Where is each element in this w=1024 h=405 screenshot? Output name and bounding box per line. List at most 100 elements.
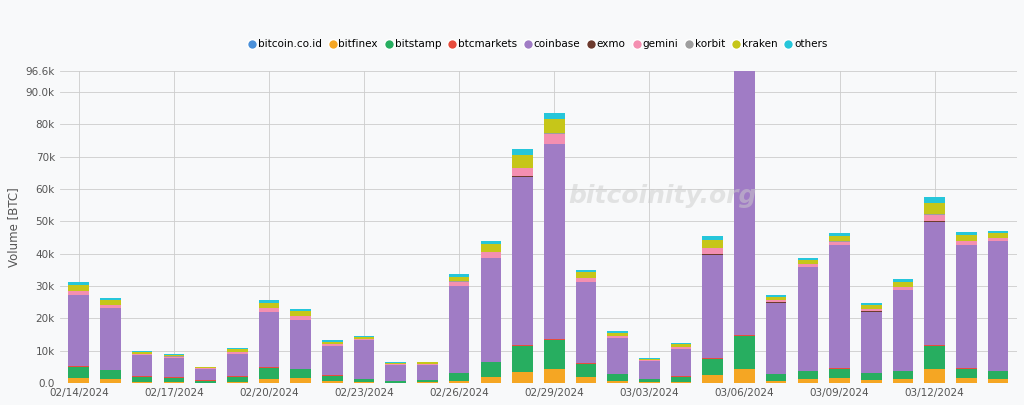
Bar xyxy=(544,369,564,383)
Bar xyxy=(480,252,501,258)
Bar xyxy=(766,300,786,303)
Bar xyxy=(575,278,596,282)
Bar xyxy=(702,358,723,359)
Bar xyxy=(417,382,437,383)
Bar xyxy=(164,382,184,383)
Bar xyxy=(291,311,311,316)
Bar xyxy=(69,282,89,285)
Bar xyxy=(829,245,850,368)
Bar xyxy=(100,308,121,370)
Bar xyxy=(575,364,596,377)
Bar xyxy=(734,60,755,335)
Bar xyxy=(575,377,596,383)
Bar xyxy=(353,339,375,340)
Bar xyxy=(164,378,184,382)
Bar xyxy=(132,356,153,377)
Bar xyxy=(798,379,818,383)
Bar xyxy=(164,356,184,358)
Bar xyxy=(449,274,469,277)
Bar xyxy=(544,133,564,134)
Bar xyxy=(798,258,818,260)
Bar xyxy=(512,168,532,176)
Bar xyxy=(322,381,343,383)
Bar xyxy=(69,378,89,383)
Bar xyxy=(734,37,755,50)
Bar xyxy=(925,369,945,383)
Bar xyxy=(227,352,248,354)
Bar xyxy=(671,343,691,344)
Bar xyxy=(956,378,977,383)
Y-axis label: Volume [BTC]: Volume [BTC] xyxy=(7,187,19,267)
Bar xyxy=(196,367,216,369)
Bar xyxy=(798,371,818,379)
Bar xyxy=(861,303,882,305)
Bar xyxy=(544,134,564,144)
Bar xyxy=(925,203,945,215)
Bar xyxy=(607,374,628,381)
Bar xyxy=(353,382,375,383)
Bar xyxy=(69,285,89,291)
Bar xyxy=(259,308,280,312)
Bar xyxy=(925,346,945,369)
Bar xyxy=(164,354,184,356)
Bar xyxy=(798,264,818,267)
Bar xyxy=(291,316,311,320)
Bar xyxy=(575,282,596,363)
Bar xyxy=(575,272,596,278)
Bar xyxy=(956,235,977,241)
Bar xyxy=(100,300,121,305)
Bar xyxy=(291,320,311,369)
Bar xyxy=(639,361,659,379)
Bar xyxy=(100,305,121,308)
Bar xyxy=(893,290,913,371)
Bar xyxy=(69,291,89,295)
Bar xyxy=(893,371,913,379)
Bar xyxy=(702,359,723,375)
Bar xyxy=(893,279,913,282)
Bar xyxy=(956,245,977,368)
Bar xyxy=(988,238,1009,241)
Bar xyxy=(512,345,532,346)
Bar xyxy=(227,350,248,352)
Bar xyxy=(259,367,280,368)
Bar xyxy=(829,369,850,378)
Bar xyxy=(988,371,1009,379)
Bar xyxy=(639,358,659,359)
Bar xyxy=(734,369,755,383)
Bar xyxy=(417,380,437,382)
Bar xyxy=(766,303,786,374)
Bar xyxy=(417,364,437,365)
Bar xyxy=(385,362,407,364)
Bar xyxy=(322,344,343,346)
Bar xyxy=(702,255,723,358)
Bar xyxy=(607,381,628,383)
Bar xyxy=(100,370,121,379)
Bar xyxy=(480,241,501,244)
Bar xyxy=(259,303,280,308)
Bar xyxy=(988,233,1009,238)
Bar xyxy=(956,369,977,378)
Bar xyxy=(322,346,343,375)
Bar xyxy=(512,149,532,155)
Bar xyxy=(132,377,153,382)
Bar xyxy=(766,295,786,297)
Bar xyxy=(925,222,945,345)
Bar xyxy=(69,295,89,367)
Bar xyxy=(925,215,945,222)
Bar xyxy=(798,267,818,371)
Bar xyxy=(480,377,501,383)
Bar xyxy=(988,241,1009,371)
Bar xyxy=(385,364,407,381)
Bar xyxy=(480,244,501,252)
Bar xyxy=(544,145,564,339)
Bar xyxy=(132,354,153,355)
Bar xyxy=(766,297,786,300)
Bar xyxy=(417,362,437,364)
Bar xyxy=(766,374,786,381)
Bar xyxy=(671,382,691,383)
Bar xyxy=(988,379,1009,383)
Bar xyxy=(385,381,407,383)
Bar xyxy=(100,379,121,383)
Bar xyxy=(607,338,628,374)
Bar xyxy=(449,381,469,383)
